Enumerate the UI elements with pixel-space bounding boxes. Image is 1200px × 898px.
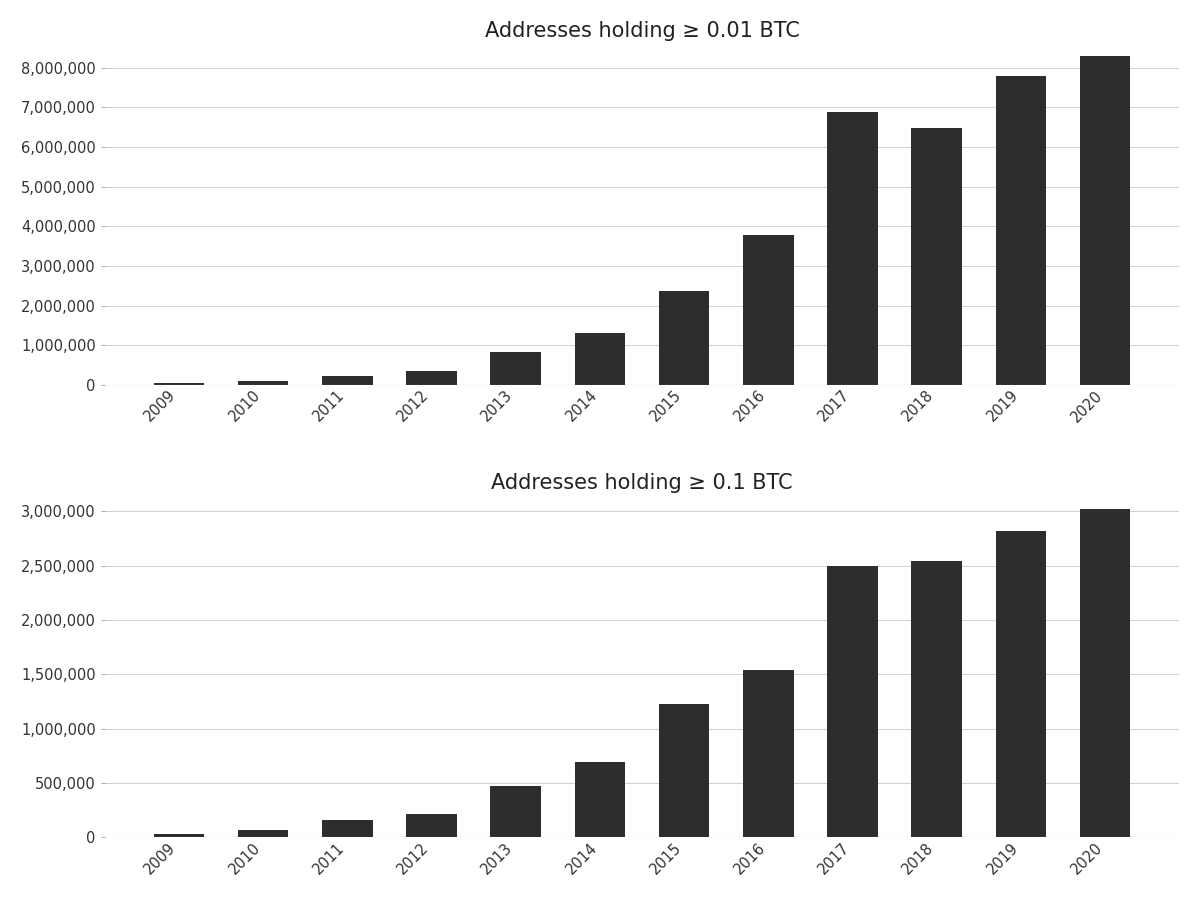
Bar [154,834,204,837]
Bar [827,112,877,385]
Title: Addresses holding ≥ 0.01 BTC: Addresses holding ≥ 0.01 BTC [485,21,799,40]
Bar [238,381,288,385]
Bar [406,371,457,385]
Bar [322,821,372,837]
Bar [743,235,793,385]
Bar [912,128,962,385]
Bar [575,333,625,385]
Bar [238,830,288,837]
Bar [406,814,457,837]
Bar [996,75,1046,385]
Bar [575,762,625,837]
Bar [1080,56,1130,385]
Bar [154,383,204,385]
Title: Addresses holding ≥ 0.1 BTC: Addresses holding ≥ 0.1 BTC [491,473,793,493]
Bar [827,566,877,837]
Bar [659,704,709,837]
Bar [912,561,962,837]
Bar [491,352,541,385]
Bar [996,531,1046,837]
Bar [322,375,372,385]
Bar [659,291,709,385]
Bar [1080,509,1130,837]
Bar [491,786,541,837]
Bar [743,670,793,837]
